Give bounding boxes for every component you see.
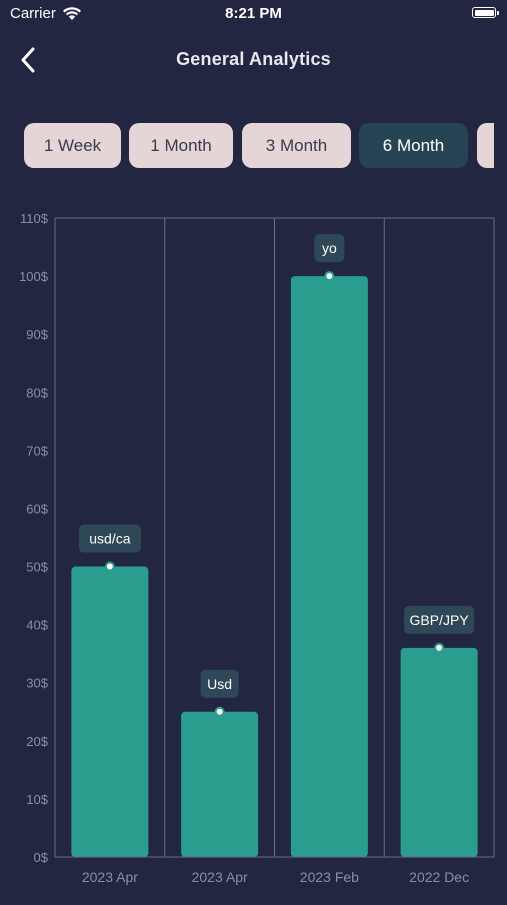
tab-1-week[interactable]: 1 Week — [24, 123, 121, 168]
data-label-box — [200, 669, 239, 698]
x-tick-label: 2023 Apr — [192, 869, 248, 885]
x-tick-label: 2023 Apr — [82, 869, 138, 885]
status-bar: Carrier 8:21 PM — [0, 0, 507, 28]
tab-label: 3 Month — [265, 135, 328, 155]
data-label: usd/ca — [89, 531, 130, 547]
chevron-left-icon — [21, 47, 35, 73]
y-tick-label: 60$ — [26, 501, 48, 516]
status-time: 8:21 PM — [225, 5, 282, 22]
back-button[interactable] — [10, 42, 46, 78]
tab-3-month[interactable]: 3 Month — [242, 123, 351, 168]
bar-chart: 0$ 10$ 20$ 30$ 40$ 50$ 60$ 70$ 80$ 90$ 100$ 110$ usd… — [19, 211, 495, 885]
y-tick-label: 80$ — [26, 385, 48, 400]
battery-icon — [472, 7, 499, 18]
x-tick-label: 2023 Feb — [300, 869, 359, 885]
tab-label: 1 Week — [43, 135, 102, 155]
data-label-box — [78, 524, 141, 553]
tab-label: 1 Month — [150, 135, 212, 155]
data-point — [324, 271, 335, 282]
y-tick-label: 110$ — [20, 211, 49, 226]
y-tick-label: 20$ — [26, 734, 48, 749]
data-point — [104, 561, 115, 572]
status-left: Carrier — [10, 5, 82, 22]
data-label: yo — [322, 240, 337, 256]
y-tick-label: 40$ — [26, 618, 48, 633]
bar — [400, 647, 478, 857]
y-tick-label: 30$ — [26, 676, 48, 691]
tab-more[interactable] — [477, 123, 494, 168]
tab-1-month[interactable]: 1 Month — [129, 123, 233, 168]
y-tick-label: 90$ — [26, 327, 48, 342]
y-tick-label: 50$ — [26, 560, 48, 575]
y-tick-label: 100$ — [19, 269, 49, 284]
data-label-box — [314, 234, 345, 263]
tab-label: 6 Month — [382, 135, 445, 155]
data-label: Usd — [207, 676, 232, 692]
bar — [290, 276, 368, 857]
page-title: General Analytics — [176, 49, 331, 69]
data-point — [434, 642, 445, 653]
data-label: GBP/JPY — [410, 612, 470, 628]
period-tabs: 1 Week 1 Month 3 Month 6 Month — [24, 123, 494, 168]
y-tick-label: 10$ — [26, 792, 48, 807]
wifi-icon — [62, 7, 81, 20]
data-label-box — [404, 605, 475, 634]
data-point — [214, 706, 225, 717]
nav-bar: General Analytics — [0, 36, 507, 84]
y-tick-label: 0$ — [34, 850, 49, 865]
y-tick-label: 70$ — [26, 443, 48, 458]
analytics-chart: 0$ 10$ 20$ 30$ 40$ 50$ 60$ 70$ 80$ 90$ 100$ 110$ usd… — [0, 200, 507, 900]
bar — [71, 566, 149, 857]
x-tick-label: 2022 Dec — [409, 869, 469, 885]
tab-6-month[interactable]: 6 Month — [359, 123, 468, 168]
bar — [181, 711, 259, 857]
carrier-label: Carrier — [10, 5, 56, 22]
